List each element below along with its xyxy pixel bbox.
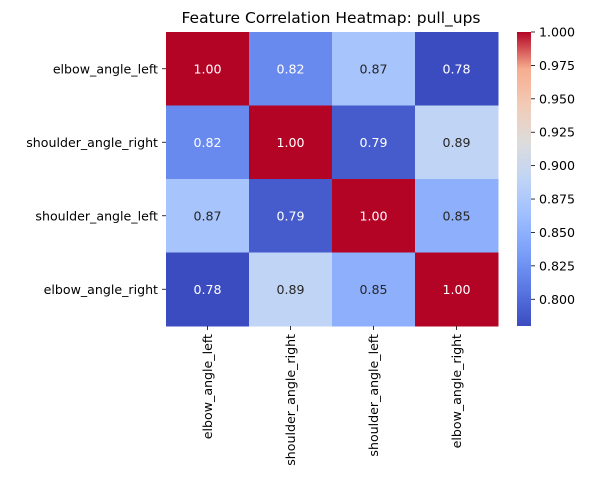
colorbar-tick-label: 0.975 <box>539 58 575 73</box>
heatmap-cell <box>332 252 416 327</box>
heatmap-cell-label: 0.82 <box>276 61 304 76</box>
heatmap-cells: 1.00 0.82 0.87 0.78 0.82 1.00 0.79 0.89 0.87 0.79… <box>166 32 499 327</box>
column-tick-label: elbow_angle_left <box>200 334 215 439</box>
colorbar-tick-label: 0.950 <box>539 91 575 106</box>
heatmap-cell <box>249 105 333 180</box>
heatmap-cell-label: 0.78 <box>193 282 221 297</box>
heatmap-cell <box>249 32 333 106</box>
heatmap-cell <box>415 179 499 253</box>
heatmap-cell <box>166 105 250 180</box>
colorbar-gradient <box>517 32 531 326</box>
colorbar-tick-label: 1.000 <box>539 25 575 40</box>
heatmap-cell-label: 1.00 <box>276 135 304 150</box>
row-tick-label: elbow_angle_left <box>53 61 158 76</box>
colorbar-tick-label: 0.900 <box>539 158 575 173</box>
heatmap-cell-label: 1.00 <box>193 61 221 76</box>
column-tick-label: shoulder_angle_left <box>366 334 381 457</box>
heatmap-cell-label: 0.85 <box>442 208 470 223</box>
heatmap-cell <box>332 105 416 180</box>
colorbar-tick-label: 0.875 <box>539 192 575 207</box>
heatmap-cell-label: 1.00 <box>359 208 387 223</box>
heatmap-cell <box>166 179 250 253</box>
heatmap-cell-label: 0.87 <box>359 61 387 76</box>
colorbar-tick-label: 0.825 <box>539 258 575 273</box>
heatmap-cell <box>415 105 499 180</box>
heatmap-cell <box>166 32 250 106</box>
heatmap-cell-label: 0.79 <box>359 135 387 150</box>
colorbar-tick-label: 0.800 <box>539 292 575 307</box>
heatmap-cell-label: 0.87 <box>193 208 221 223</box>
heatmap-cell <box>415 32 499 106</box>
colorbar-tick-label: 0.925 <box>539 125 575 140</box>
heatmap-cell <box>249 179 333 253</box>
heatmap-cell-label: 0.89 <box>276 282 304 297</box>
heatmap-cell-label: 0.85 <box>359 282 387 297</box>
heatmap-cell <box>415 252 499 327</box>
heatmap-cell <box>249 252 333 327</box>
colorbar-tick-label: 0.850 <box>539 225 575 240</box>
row-tick-label: shoulder_angle_right <box>26 135 158 150</box>
colorbar-ticks: 0.800 0.825 0.850 0.875 0.900 0.925 0.950 0.975… <box>531 25 575 307</box>
chart-title: Feature Correlation Heatmap: pull_ups <box>181 9 480 28</box>
colorbar <box>517 32 531 326</box>
heatmap-cell-label: 1.00 <box>442 282 470 297</box>
row-tick-labels: elbow_angle_left shoulder_angle_rightshou… <box>26 61 166 297</box>
heatmap-cell <box>332 179 416 253</box>
column-tick-label: shoulder_angle_right <box>283 334 298 466</box>
row-tick-label: elbow_angle_right <box>44 282 158 297</box>
row-tick-label: shoulder_angle_left <box>35 208 158 223</box>
column-tick-labels: elbow_angle_left shoulder_angle_right shou… <box>200 326 464 466</box>
heatmap-cell <box>166 252 250 327</box>
heatmap-cell <box>332 32 416 106</box>
heatmap-cell-label: 0.89 <box>442 135 470 150</box>
column-tick-label: elbow_angle_right <box>449 334 464 448</box>
heatmap-cell-label: 0.79 <box>276 208 304 223</box>
heatmap-cell-label: 0.78 <box>442 61 470 76</box>
heatmap-cell-label: 0.82 <box>193 135 221 150</box>
